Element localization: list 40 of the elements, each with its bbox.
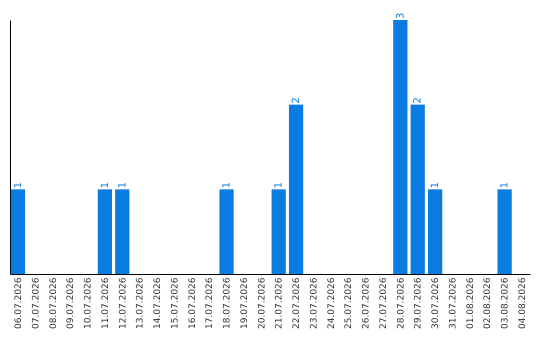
x-tick-label: 21.07.2026 [274, 277, 285, 330]
x-tick-label: 04.08.2026 [518, 277, 528, 330]
x-tick-label: 01.08.2026 [466, 277, 476, 330]
data-label: 1 [274, 182, 285, 188]
x-tick-label: 11.07.2026 [100, 277, 111, 330]
x-tick-label: 02.08.2026 [483, 277, 494, 330]
x-tick-label: 03.08.2026 [500, 277, 511, 330]
x-tick-label: 06.07.2026 [14, 277, 24, 330]
x-tick-label: 27.07.2026 [378, 277, 389, 330]
x-tick-label: 17.07.2026 [205, 277, 216, 330]
x-tick-label: 18.07.2026 [222, 277, 233, 330]
x-tick-label: 29.07.2026 [414, 277, 424, 330]
x-tick-label: 10.07.2026 [84, 277, 94, 330]
data-label: 1 [12, 182, 24, 188]
data-label: 1 [222, 182, 233, 188]
x-tick-label: 16.07.2026 [188, 277, 198, 330]
x-tick-label: 13.07.2026 [136, 277, 146, 330]
x-tick-label: 20.07.2026 [257, 277, 268, 330]
x-tick-label: 19.07.2026 [240, 277, 250, 330]
data-label: 1 [117, 182, 128, 188]
x-tick-label: 12.07.2026 [118, 277, 128, 330]
x-tick-label: 30.07.2026 [431, 277, 442, 330]
x-tick-label: 24.07.2026 [326, 277, 337, 330]
data-label: 2 [291, 97, 302, 104]
x-tick-label: 14.07.2026 [153, 277, 164, 330]
x-tick-label: 22.07.2026 [292, 277, 302, 330]
data-label: 2 [412, 97, 424, 104]
data-label: 1 [100, 182, 111, 188]
x-tick-label: 15.07.2026 [170, 277, 180, 330]
data-label: 3 [395, 12, 406, 19]
x-tick-label: 23.07.2026 [309, 277, 320, 330]
x-tick-label: 09.07.2026 [66, 277, 76, 330]
data-label: 1 [430, 182, 442, 188]
x-tick-label: 31.07.2026 [448, 277, 458, 330]
x-tick-label: 26.07.2026 [362, 277, 372, 330]
x-tick-label: 25.07.2026 [344, 277, 354, 330]
x-tick-label: 28.07.2026 [396, 277, 406, 330]
x-tick-label: 07.07.2026 [31, 277, 42, 330]
data-label: 1 [500, 182, 511, 188]
x-tick-label: 08.07.2026 [48, 277, 59, 330]
